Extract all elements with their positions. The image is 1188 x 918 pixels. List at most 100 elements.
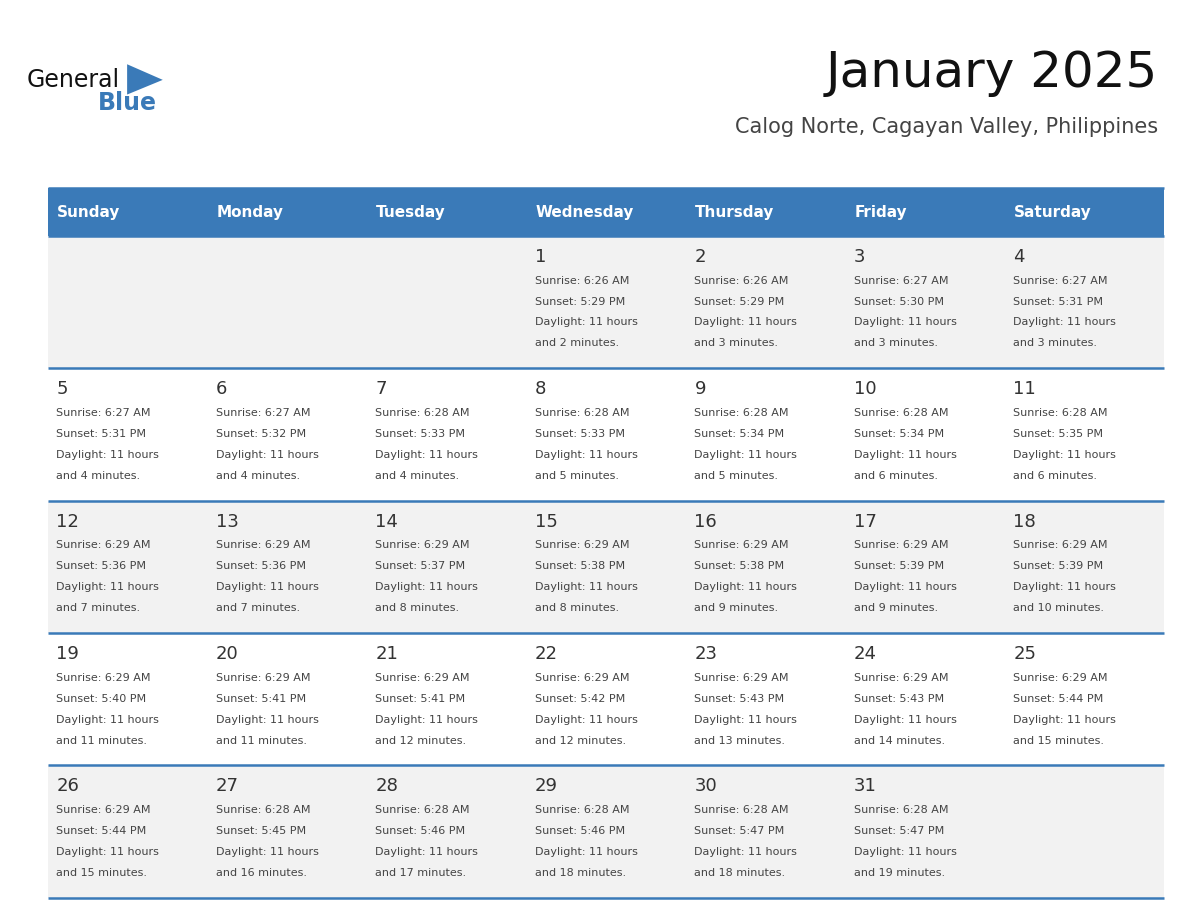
Text: Daylight: 11 hours: Daylight: 11 hours xyxy=(695,714,797,724)
Text: and 6 minutes.: and 6 minutes. xyxy=(1013,471,1098,481)
Text: Wednesday: Wednesday xyxy=(536,205,634,219)
Text: Daylight: 11 hours: Daylight: 11 hours xyxy=(854,714,956,724)
Bar xyxy=(207,500,367,633)
Text: Sunrise: 6:28 AM: Sunrise: 6:28 AM xyxy=(695,805,789,815)
Text: Sunrise: 6:29 AM: Sunrise: 6:29 AM xyxy=(375,673,470,683)
Text: Daylight: 11 hours: Daylight: 11 hours xyxy=(375,847,479,857)
Bar xyxy=(207,633,367,766)
Bar xyxy=(685,766,845,898)
Bar xyxy=(48,766,207,898)
Text: and 9 minutes.: and 9 minutes. xyxy=(854,603,939,613)
Text: Sunrise: 6:28 AM: Sunrise: 6:28 AM xyxy=(854,408,948,418)
Bar xyxy=(1005,368,1164,500)
Text: 30: 30 xyxy=(695,778,718,795)
Text: and 8 minutes.: and 8 minutes. xyxy=(535,603,619,613)
Text: and 18 minutes.: and 18 minutes. xyxy=(535,868,626,878)
Text: and 11 minutes.: and 11 minutes. xyxy=(216,735,307,745)
Bar xyxy=(526,766,685,898)
Text: 31: 31 xyxy=(854,778,877,795)
Bar xyxy=(48,188,207,236)
Text: January 2025: January 2025 xyxy=(826,50,1158,97)
Text: and 18 minutes.: and 18 minutes. xyxy=(695,868,785,878)
Bar xyxy=(48,633,207,766)
Text: Sunset: 5:41 PM: Sunset: 5:41 PM xyxy=(375,694,466,704)
Text: 29: 29 xyxy=(535,778,558,795)
Text: and 2 minutes.: and 2 minutes. xyxy=(535,339,619,349)
Text: Sunset: 5:38 PM: Sunset: 5:38 PM xyxy=(695,561,784,571)
Text: Sunrise: 6:29 AM: Sunrise: 6:29 AM xyxy=(695,541,789,551)
Text: 3: 3 xyxy=(854,248,865,266)
Text: Daylight: 11 hours: Daylight: 11 hours xyxy=(535,450,638,460)
Text: and 12 minutes.: and 12 minutes. xyxy=(375,735,467,745)
Bar xyxy=(526,188,685,236)
Text: Sunrise: 6:29 AM: Sunrise: 6:29 AM xyxy=(216,673,310,683)
Text: Daylight: 11 hours: Daylight: 11 hours xyxy=(56,714,159,724)
Text: Sunset: 5:29 PM: Sunset: 5:29 PM xyxy=(535,297,625,307)
Text: Sunrise: 6:29 AM: Sunrise: 6:29 AM xyxy=(56,541,151,551)
Text: Sunset: 5:35 PM: Sunset: 5:35 PM xyxy=(1013,429,1104,439)
Text: Sunset: 5:38 PM: Sunset: 5:38 PM xyxy=(535,561,625,571)
Text: 16: 16 xyxy=(695,512,718,531)
Text: 4: 4 xyxy=(1013,248,1025,266)
Bar xyxy=(685,368,845,500)
Text: and 11 minutes.: and 11 minutes. xyxy=(56,735,147,745)
Text: and 3 minutes.: and 3 minutes. xyxy=(854,339,939,349)
Text: Daylight: 11 hours: Daylight: 11 hours xyxy=(1013,714,1117,724)
Text: Sunset: 5:42 PM: Sunset: 5:42 PM xyxy=(535,694,625,704)
Text: and 10 minutes.: and 10 minutes. xyxy=(1013,603,1105,613)
Text: 6: 6 xyxy=(216,380,227,398)
Text: Sunrise: 6:29 AM: Sunrise: 6:29 AM xyxy=(695,673,789,683)
Text: 10: 10 xyxy=(854,380,877,398)
Bar xyxy=(845,236,1005,368)
Text: Daylight: 11 hours: Daylight: 11 hours xyxy=(535,318,638,328)
Text: and 3 minutes.: and 3 minutes. xyxy=(695,339,778,349)
Text: and 8 minutes.: and 8 minutes. xyxy=(375,603,460,613)
Text: Daylight: 11 hours: Daylight: 11 hours xyxy=(535,714,638,724)
Bar xyxy=(685,188,845,236)
Text: Sunrise: 6:29 AM: Sunrise: 6:29 AM xyxy=(216,541,310,551)
Text: Sunrise: 6:29 AM: Sunrise: 6:29 AM xyxy=(535,541,630,551)
Text: and 14 minutes.: and 14 minutes. xyxy=(854,735,946,745)
Text: 17: 17 xyxy=(854,512,877,531)
Text: 24: 24 xyxy=(854,645,877,663)
Bar xyxy=(367,766,526,898)
Text: Sunset: 5:44 PM: Sunset: 5:44 PM xyxy=(1013,694,1104,704)
Text: Daylight: 11 hours: Daylight: 11 hours xyxy=(695,582,797,592)
Bar xyxy=(845,766,1005,898)
Text: and 15 minutes.: and 15 minutes. xyxy=(56,868,147,878)
Text: Sunset: 5:31 PM: Sunset: 5:31 PM xyxy=(1013,297,1104,307)
Text: Sunrise: 6:28 AM: Sunrise: 6:28 AM xyxy=(854,805,948,815)
Text: Sunrise: 6:28 AM: Sunrise: 6:28 AM xyxy=(695,408,789,418)
Bar xyxy=(48,236,207,368)
Text: Tuesday: Tuesday xyxy=(377,205,446,219)
Text: Sunset: 5:40 PM: Sunset: 5:40 PM xyxy=(56,694,146,704)
Bar xyxy=(207,236,367,368)
Text: 23: 23 xyxy=(695,645,718,663)
Text: Daylight: 11 hours: Daylight: 11 hours xyxy=(1013,318,1117,328)
Text: Sunrise: 6:26 AM: Sunrise: 6:26 AM xyxy=(695,275,789,285)
Text: Daylight: 11 hours: Daylight: 11 hours xyxy=(375,582,479,592)
Text: and 15 minutes.: and 15 minutes. xyxy=(1013,735,1105,745)
Text: Daylight: 11 hours: Daylight: 11 hours xyxy=(695,318,797,328)
Text: 9: 9 xyxy=(695,380,706,398)
Text: 22: 22 xyxy=(535,645,558,663)
Text: Saturday: Saturday xyxy=(1015,205,1092,219)
Text: Sunset: 5:33 PM: Sunset: 5:33 PM xyxy=(375,429,466,439)
Text: Sunrise: 6:28 AM: Sunrise: 6:28 AM xyxy=(375,805,470,815)
Bar xyxy=(1005,188,1164,236)
Bar xyxy=(207,368,367,500)
Bar xyxy=(685,633,845,766)
Text: Monday: Monday xyxy=(216,205,284,219)
Bar xyxy=(845,188,1005,236)
Text: Sunset: 5:39 PM: Sunset: 5:39 PM xyxy=(854,561,944,571)
Text: and 9 minutes.: and 9 minutes. xyxy=(695,603,778,613)
Text: Sunrise: 6:29 AM: Sunrise: 6:29 AM xyxy=(56,805,151,815)
Text: and 7 minutes.: and 7 minutes. xyxy=(56,603,140,613)
Text: Daylight: 11 hours: Daylight: 11 hours xyxy=(56,450,159,460)
Text: 27: 27 xyxy=(216,778,239,795)
Bar xyxy=(526,633,685,766)
Text: Sunrise: 6:29 AM: Sunrise: 6:29 AM xyxy=(535,673,630,683)
Text: Daylight: 11 hours: Daylight: 11 hours xyxy=(854,847,956,857)
Text: 19: 19 xyxy=(56,645,80,663)
Text: Blue: Blue xyxy=(97,91,157,115)
